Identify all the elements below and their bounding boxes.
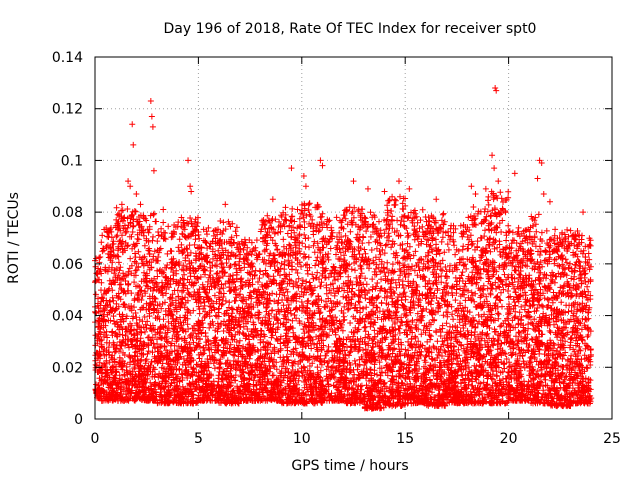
x-tick-label: 25 — [603, 431, 621, 447]
roti-outlier-point — [147, 97, 154, 104]
roti-outlier-point — [187, 183, 194, 190]
y-tick-label: 0 — [74, 412, 83, 428]
roti-outlier-point — [149, 123, 156, 130]
roti-outlier-point — [125, 178, 132, 185]
roti-outlier-point — [580, 209, 587, 216]
roti-outlier-point — [185, 157, 192, 164]
chart-title: Day 196 of 2018, Rate Of TEC Index for r… — [164, 21, 537, 37]
plot-border — [94, 56, 613, 420]
roti-outlier-point — [317, 157, 324, 164]
roti-outlier-point — [381, 188, 388, 195]
roti-outlier-point — [133, 191, 140, 198]
roti-outlier-point — [495, 178, 502, 185]
roti-outlier-point — [269, 196, 276, 203]
roti-outlier-point — [491, 165, 498, 172]
roti-outlier-point — [493, 87, 500, 94]
tick-labels: 0 5 10 15 20 25 0 0.02 0.04 0.06 0.08 0.1 0.12 0.14 — [52, 50, 621, 447]
x-tick-label: 20 — [500, 431, 518, 447]
roti-outlier-point — [137, 201, 144, 208]
roti-outlier-point — [114, 211, 121, 218]
roti-outlier-point — [350, 178, 357, 185]
roti-outlier-point — [130, 141, 137, 148]
roti-outlier-point — [188, 188, 195, 195]
roti-outlier-point — [160, 206, 167, 213]
roti-point-cloud — [92, 188, 595, 412]
y-tick-label: 0.12 — [52, 102, 83, 118]
y-tick-label: 0.02 — [52, 360, 83, 376]
roti-outlier-point — [468, 183, 475, 190]
roti-outlier-point — [546, 198, 553, 205]
roti-outlier-point — [302, 183, 309, 190]
roti-outlier-point — [482, 185, 489, 192]
roti-outlier-point — [288, 165, 295, 172]
roti-outlier-point — [395, 178, 402, 185]
roti-outlier-point — [129, 121, 136, 128]
y-tick-label: 0.06 — [52, 257, 83, 273]
roti-outlier-point — [492, 85, 499, 92]
roti-outlier-point — [364, 185, 371, 192]
roti-outlier-point — [118, 201, 125, 208]
roti-outlier-point — [148, 113, 155, 120]
x-tick-label: 0 — [91, 431, 100, 447]
roti-outlier-point — [511, 170, 518, 177]
y-tick-label: 0.1 — [61, 153, 83, 169]
roti-outlier-point — [472, 191, 479, 198]
x-tick-label: 10 — [293, 431, 311, 447]
roti-outlier-point — [540, 191, 547, 198]
roti-outlier-point — [319, 162, 326, 169]
axis-ticks — [94, 56, 613, 420]
roti-outlier-point — [127, 183, 134, 190]
x-axis-label: GPS time / hours — [291, 458, 408, 474]
roti-outlier-point — [489, 152, 496, 159]
roti-outlier-point — [433, 196, 440, 203]
roti-outlier-point — [300, 172, 307, 179]
y-axis-label: ROTI / TECUs — [6, 192, 22, 284]
roti-outlier-point — [406, 185, 413, 192]
x-tick-label: 5 — [194, 431, 203, 447]
roti-outlier-point — [222, 201, 229, 208]
x-tick-label: 15 — [396, 431, 414, 447]
grid-lines — [95, 57, 612, 419]
data-points — [92, 85, 595, 412]
roti-outlier-point — [538, 160, 545, 167]
y-tick-label: 0.14 — [52, 50, 83, 66]
y-tick-label: 0.04 — [52, 309, 83, 325]
roti-outlier-point — [534, 175, 541, 182]
y-tick-label: 0.08 — [52, 205, 83, 221]
roti-outlier-point — [150, 167, 157, 174]
